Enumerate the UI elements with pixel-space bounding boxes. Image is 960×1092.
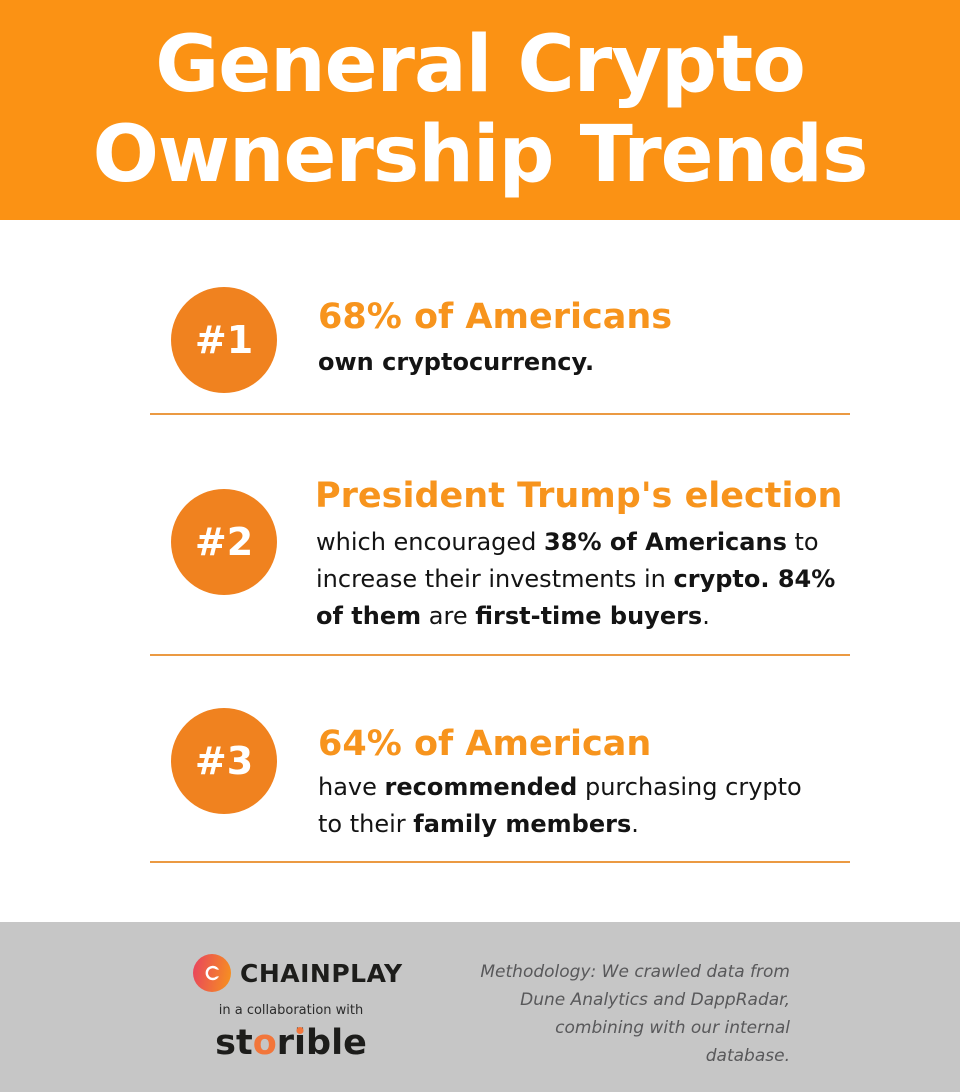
- storible-letter-r: r: [276, 1023, 295, 1063]
- storible-wordmark: storible: [193, 1021, 389, 1065]
- storible-letters-ble: ble: [306, 1023, 367, 1063]
- divider-1: [150, 413, 850, 415]
- trend-3-body: have recommended purchasing crypto to the…: [318, 773, 802, 838]
- storible-letter-o-accent: o: [252, 1023, 277, 1063]
- header-banner: General Crypto Ownership Trends: [0, 0, 960, 220]
- chainplay-wordmark: CHAINPLAY: [240, 958, 403, 988]
- rank-3-badge: #3: [171, 708, 277, 814]
- trend-3-heading: 64% of American: [318, 724, 652, 764]
- footer: CHAINPLAY in a collaboration with storib…: [0, 922, 960, 1092]
- trend-1-heading: 68% of Americans: [318, 297, 673, 337]
- page-title: General Crypto Ownership Trends: [92, 20, 869, 200]
- trend-2-heading: President Trump's election: [315, 476, 843, 516]
- storible-letters-st: st: [215, 1023, 253, 1063]
- chainplay-logo-icon: [193, 954, 231, 992]
- trend-1-body: own cryptocurrency.: [318, 348, 595, 376]
- storible-letter-i-accent: i: [294, 1023, 307, 1063]
- collaboration-text: in a collaboration with: [218, 1003, 364, 1018]
- chainplay-logo: CHAINPLAY: [193, 954, 403, 992]
- methodology-note: Methodology: We crawled data from Dune An…: [480, 962, 790, 1066]
- rank-2-badge: #2: [171, 489, 277, 595]
- trend-2-body: which encouraged 38% of Americans to incr…: [316, 528, 836, 630]
- divider-2: [150, 654, 850, 656]
- divider-3: [150, 861, 850, 863]
- rank-1-badge: #1: [171, 287, 277, 393]
